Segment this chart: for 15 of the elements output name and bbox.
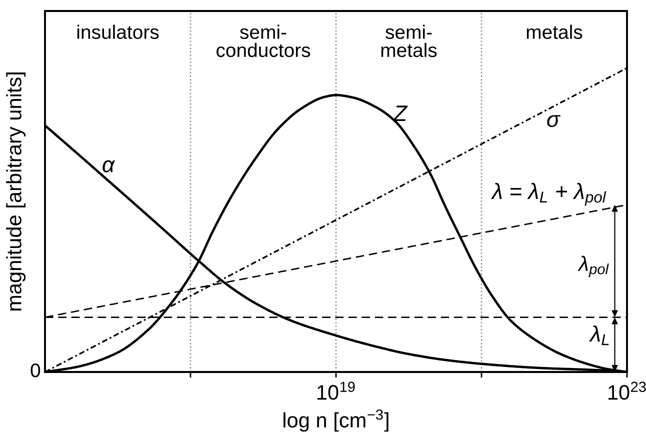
annotation: λ$_{pol}$	[578, 256, 609, 278]
x-axis-title: log n [cm$^{−3}$]	[284, 409, 388, 432]
text: metals	[526, 24, 582, 39]
text: semi- metals	[381, 24, 437, 58]
series-label: λ$_{L}$	[589, 325, 609, 346]
series-label: Z	[393, 106, 408, 121]
series-label: λ = λ$_{L}$ + λ$_{pol}$	[490, 182, 606, 206]
x-tick-label: 10$^{19}$	[317, 382, 355, 400]
annotation: 0	[30, 363, 40, 378]
text: insulators	[77, 24, 159, 39]
series-label: α	[102, 160, 116, 172]
x-tick-label: 10$^{23}$	[608, 382, 646, 400]
text: semi- conductors	[216, 24, 310, 58]
y-axis-title: magnitude [arbitrary units]	[6, 72, 26, 311]
series-label: σ	[547, 115, 560, 128]
